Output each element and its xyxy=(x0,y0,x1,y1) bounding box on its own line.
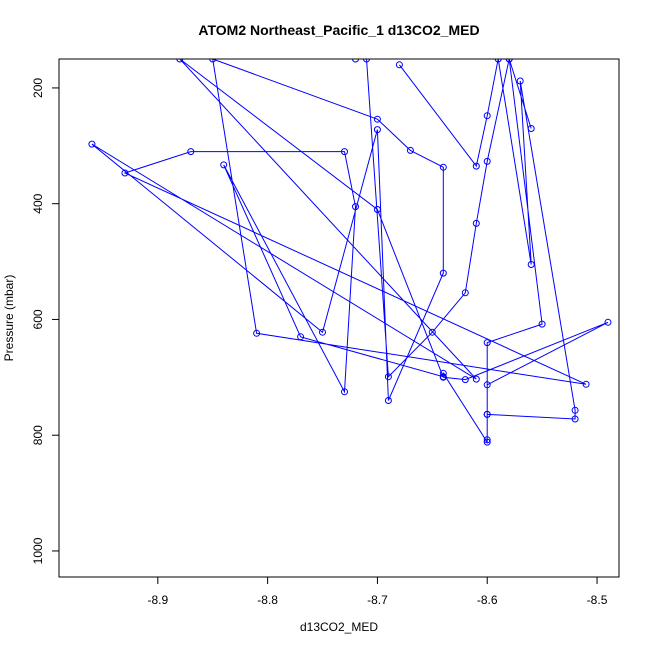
data-point xyxy=(538,320,546,328)
data-point xyxy=(209,59,217,63)
data-point xyxy=(483,112,491,120)
data-point xyxy=(319,328,326,336)
x-tick-label: -8.9 xyxy=(147,593,168,607)
series-layer xyxy=(88,59,612,446)
data-point xyxy=(483,438,491,446)
data-point xyxy=(187,148,195,156)
data-point xyxy=(472,219,480,227)
data-point xyxy=(461,376,469,384)
y-tick-label: 1000 xyxy=(31,537,45,564)
y-axis: 200 400 600 800 1000 xyxy=(31,78,60,564)
data-point xyxy=(483,381,491,389)
data-point xyxy=(461,289,469,297)
data-point xyxy=(527,261,535,268)
data-point xyxy=(373,206,381,213)
x-tick-label: -8.5 xyxy=(587,593,608,607)
data-point xyxy=(253,329,261,337)
data-point xyxy=(373,115,381,123)
data-point xyxy=(395,61,403,69)
data-point xyxy=(516,77,524,85)
data-point xyxy=(439,163,447,171)
data-point xyxy=(121,169,129,177)
x-tick-label: -8.8 xyxy=(257,593,278,607)
data-point xyxy=(373,126,381,134)
data-point xyxy=(220,161,228,169)
data-point xyxy=(494,59,502,63)
plot-frame xyxy=(58,58,620,578)
x-axis: -8.9 -8.8 -8.7 -8.6 -8.5 xyxy=(147,576,608,607)
data-point xyxy=(582,380,590,388)
x-tick-label: -8.7 xyxy=(367,593,388,607)
chart-title: ATOM2 Northeast_Pacific_1 d13CO2_MED xyxy=(198,22,479,38)
data-point xyxy=(483,339,491,347)
x-tick-label: -8.6 xyxy=(477,593,498,607)
data-point xyxy=(363,59,370,63)
data-point xyxy=(341,388,348,396)
data-point xyxy=(176,59,184,63)
y-tick-label: 200 xyxy=(31,78,45,98)
data-point xyxy=(439,269,447,277)
data-point xyxy=(439,369,447,377)
data-point xyxy=(472,375,480,383)
data-point xyxy=(604,318,612,326)
data-point xyxy=(384,373,392,381)
x-axis-label: d13CO2_MED xyxy=(300,620,378,634)
data-point xyxy=(341,148,348,156)
data-point xyxy=(505,59,513,63)
series-line xyxy=(91,59,609,444)
data-point xyxy=(571,406,579,414)
data-point xyxy=(352,203,359,211)
data-point xyxy=(88,140,96,148)
y-axis-label: Pressure (mbar) xyxy=(2,275,16,362)
data-point xyxy=(297,333,305,341)
data-point xyxy=(527,125,535,132)
data-point xyxy=(406,146,414,154)
data-point xyxy=(384,397,392,404)
data-point xyxy=(483,436,491,444)
y-tick-label: 600 xyxy=(31,309,45,329)
data-point xyxy=(472,162,480,170)
data-point xyxy=(483,410,491,418)
data-point xyxy=(439,373,447,381)
y-tick-label: 800 xyxy=(31,425,45,445)
data-point xyxy=(483,157,491,165)
y-tick-label: 400 xyxy=(31,193,45,213)
data-point xyxy=(352,59,359,63)
data-point xyxy=(428,328,436,336)
data-point xyxy=(571,415,579,423)
